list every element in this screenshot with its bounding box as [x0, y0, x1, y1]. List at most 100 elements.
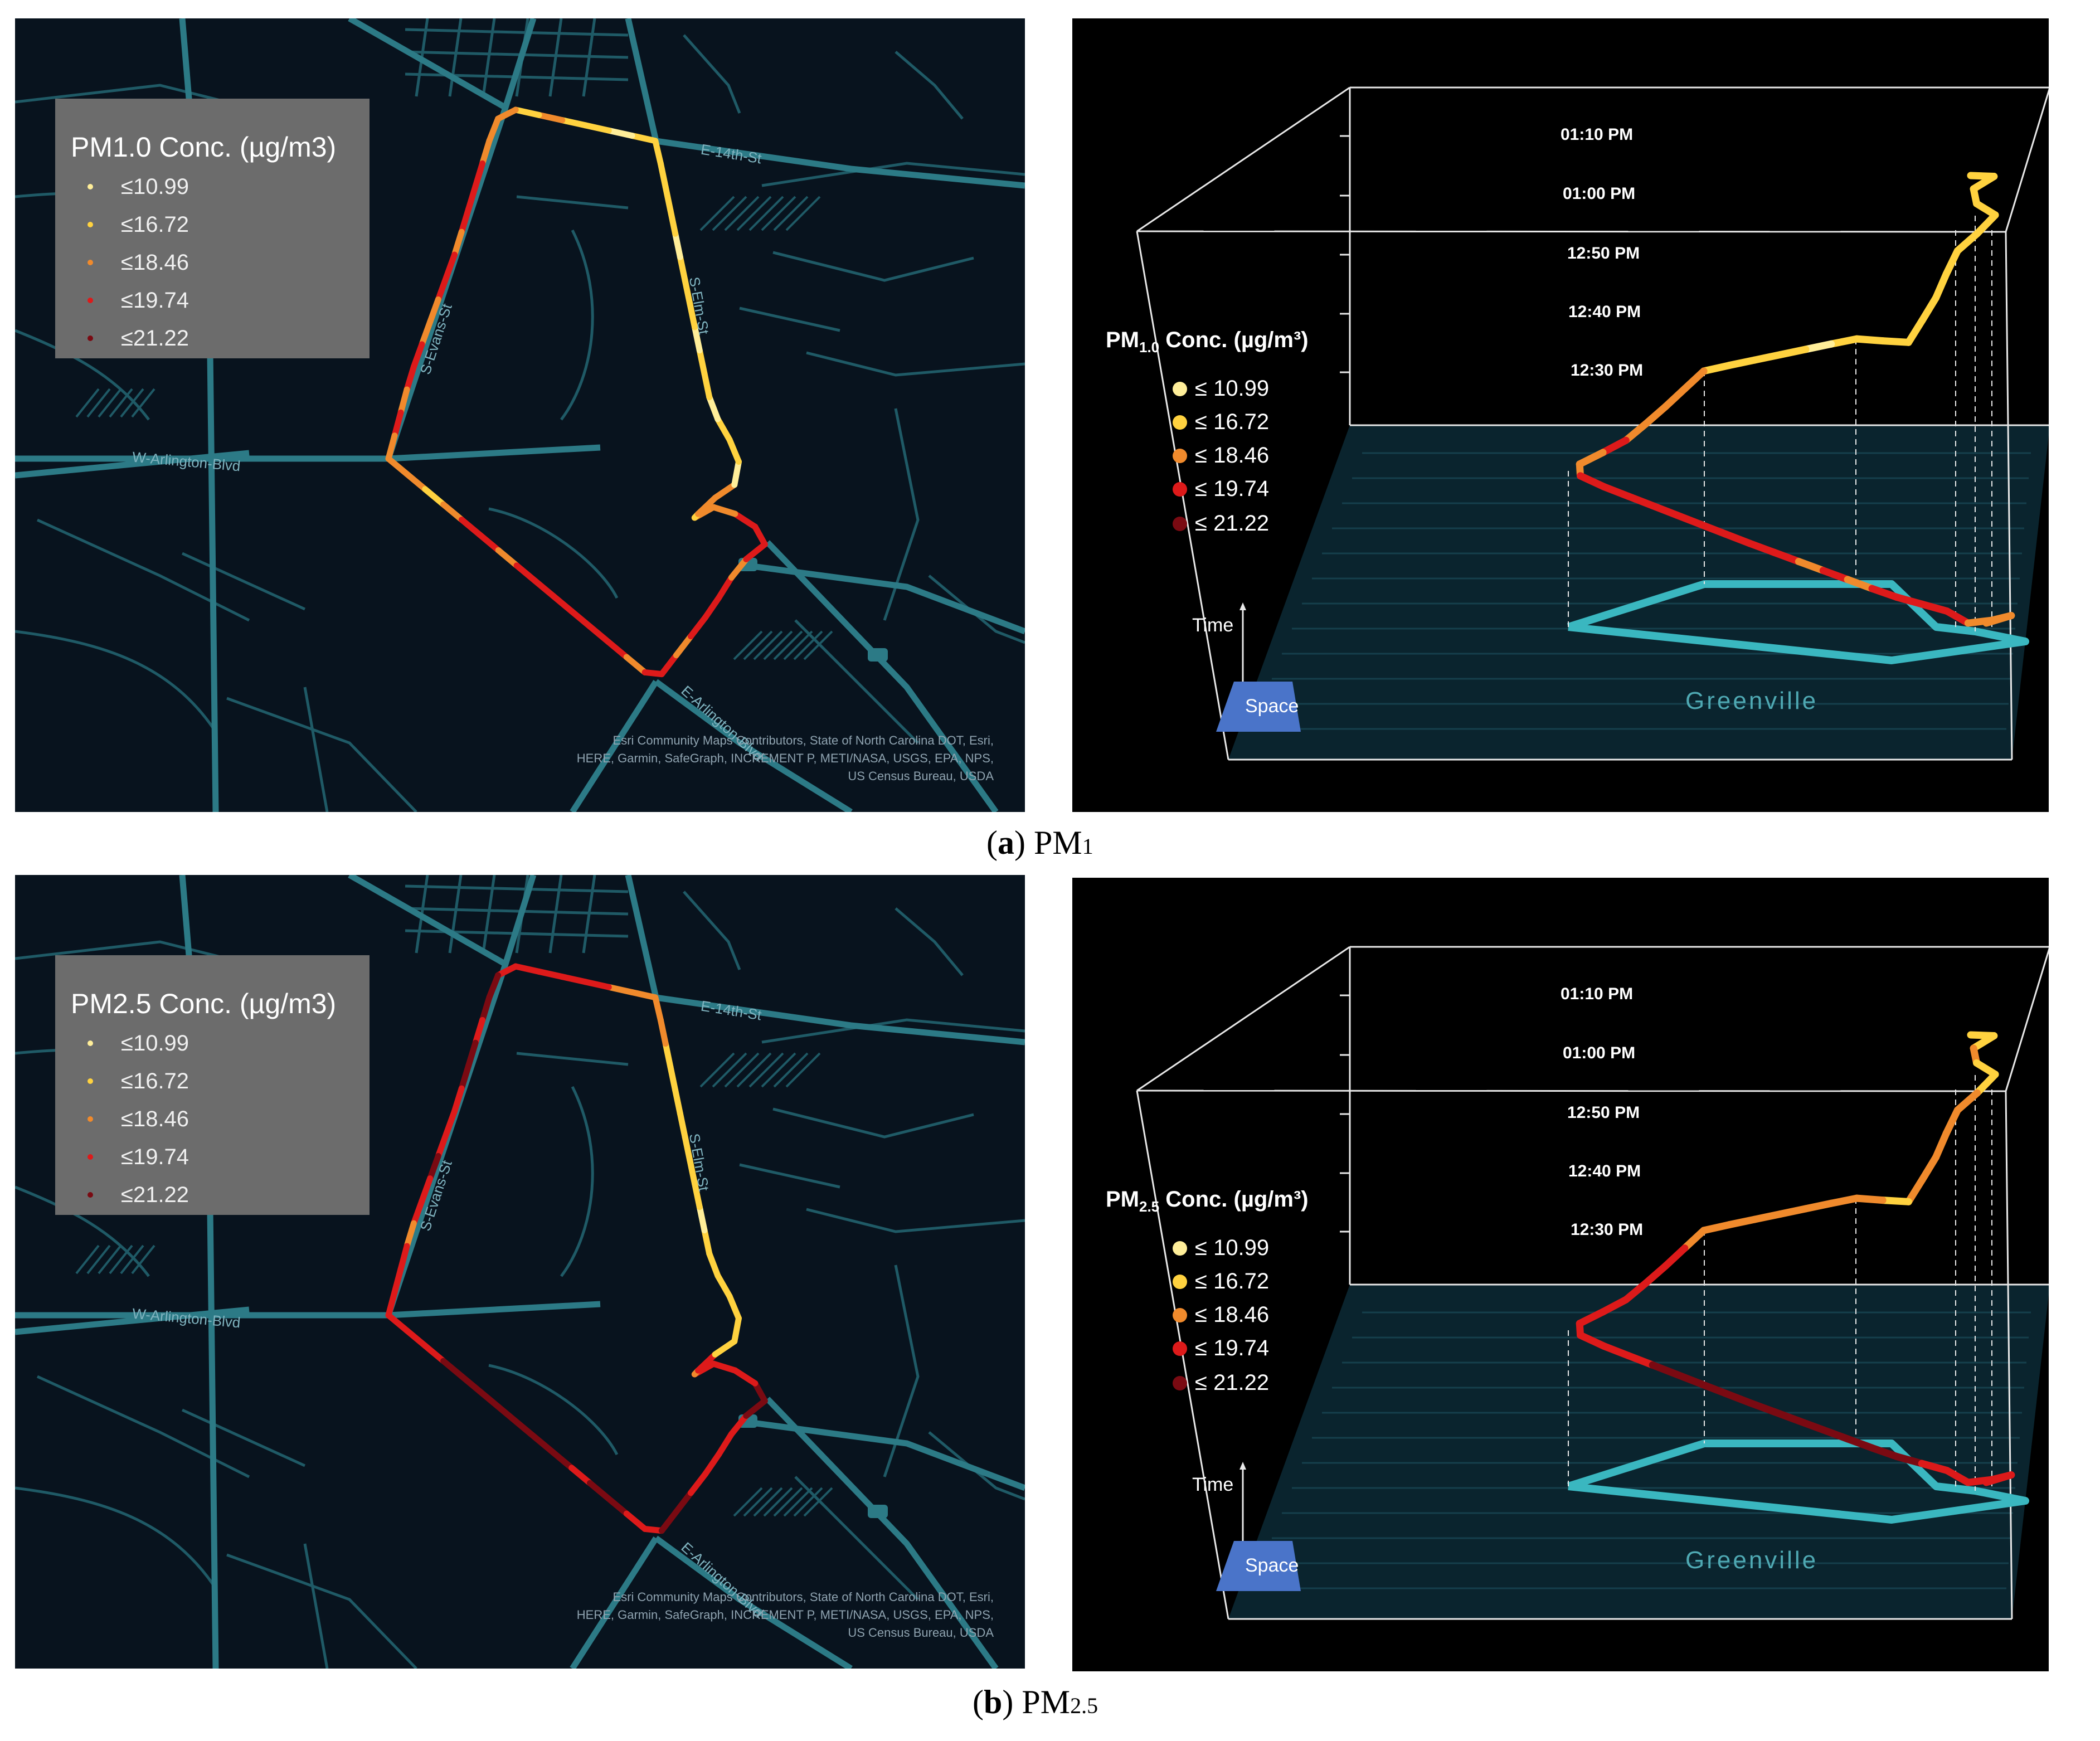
route-segment [568, 608, 594, 630]
route-segment [695, 1351, 718, 1374]
route-segment [682, 277, 693, 307]
route-segment [465, 1039, 479, 1069]
minor-street [15, 329, 150, 421]
place-label: Greenville [1685, 687, 1819, 714]
route-segment [458, 517, 483, 538]
cube-legend-item-b-4: ≤ 19.74 [1173, 1336, 1269, 1361]
arrow-up-icon [1239, 1462, 1246, 1470]
route-segment [495, 963, 519, 979]
parking-hatch [712, 196, 747, 231]
route-segment [559, 117, 589, 129]
route-segment [582, 122, 612, 134]
path-segment [1599, 436, 1630, 456]
major-road [15, 1301, 601, 1319]
map-panel-b[interactable]: PM2.5 Conc. (µg/m3) ≤10.99 ≤16.72 ≤18.46… [15, 875, 1025, 1669]
path-segment [1625, 1351, 1656, 1369]
grid-street [405, 907, 629, 916]
route-segment [391, 1266, 404, 1296]
grid-street [482, 18, 496, 97]
grid-street [548, 18, 563, 97]
path-segment [1600, 1342, 1632, 1359]
legend-dot-icon [88, 260, 93, 265]
minor-street [560, 1086, 594, 1277]
minor-street [806, 351, 1025, 377]
time-tick-label: 01:00 PM [1563, 1044, 1636, 1062]
legend-dot-icon [88, 335, 93, 341]
path-segment [1953, 230, 1981, 255]
cube-legend-item-a-2: ≤ 16.72 [1173, 410, 1269, 435]
legend-dot-icon [88, 1154, 93, 1160]
route-segment [673, 1490, 694, 1515]
parking-hatch [761, 196, 796, 231]
route-segment [752, 523, 768, 548]
major-road [655, 138, 1025, 189]
route-segment [692, 324, 703, 354]
route-segment [458, 1373, 483, 1395]
parking-hatch [120, 1244, 144, 1275]
map-panel-a[interactable]: PM1.0 Conc. (µg/m3) ≤10.99 ≤16.72 ≤18.46… [15, 18, 1025, 812]
minor-street [928, 1431, 1025, 1501]
route-segment [605, 984, 635, 995]
time-tick-label: 01:10 PM [1561, 985, 1634, 1003]
parking-hatch [736, 1052, 772, 1088]
minor-street [761, 162, 1025, 187]
route-segment [477, 532, 502, 553]
major-road [654, 679, 853, 812]
minor-street [739, 307, 840, 332]
route-segment [714, 416, 733, 443]
route-segment [536, 111, 566, 124]
path-segment [1751, 351, 1784, 364]
map-legend-item-a-5: ≤21.22 [88, 323, 189, 354]
parking-hatch [86, 1244, 111, 1275]
route-segment [486, 972, 502, 1000]
route-segment [391, 409, 404, 439]
parking-hatch [86, 388, 111, 418]
parking-hatch [763, 1487, 793, 1517]
major-road [654, 1535, 853, 1669]
minor-street [560, 229, 594, 421]
major-road [570, 1536, 659, 1669]
path-segment [1770, 1408, 1802, 1424]
route-segment [495, 547, 520, 569]
path-segment [1697, 521, 1729, 538]
path-segment [1982, 612, 2015, 627]
space-time-cube-b[interactable]: PM2.5 Conc. (µg/m³) ≤ 10.99 ≤ 16.72 ≤ 18… [1072, 878, 2049, 1671]
route-segment [472, 1017, 486, 1046]
minor-street [181, 552, 306, 611]
route-segment [658, 652, 679, 678]
route-segment [443, 251, 458, 280]
path-segment [1918, 294, 1939, 324]
parking-hatch [748, 1052, 784, 1088]
time-tick-label: 12:30 PM [1571, 361, 1644, 380]
route-segment [701, 1227, 713, 1257]
space-time-cube-a[interactable]: PM1.0 Conc. (µg/m³) ≤ 10.99 ≤ 16.72 ≤ 18… [1072, 18, 2049, 812]
path-segment [1904, 317, 1926, 346]
space-trapezoid-icon [1216, 1541, 1301, 1591]
parking-hatch [803, 630, 833, 660]
path-segment [1746, 1399, 1778, 1416]
route-segment [652, 138, 664, 167]
legend-dot-icon [88, 222, 93, 227]
path-segment [1776, 1205, 1810, 1218]
minor-street [772, 1107, 974, 1139]
route-segment [495, 1403, 520, 1426]
route-segment [550, 592, 575, 615]
ground-trace [1567, 1440, 2029, 1524]
parking-hatch [724, 196, 760, 231]
path-segment [1970, 173, 1998, 193]
route-segment [712, 482, 738, 501]
cube-legend-item-b-1: ≤ 10.99 [1173, 1236, 1269, 1261]
minor-street [488, 507, 619, 599]
path-segment [1681, 367, 1708, 393]
path-segment [1795, 1417, 1827, 1434]
route-segment [440, 501, 465, 523]
route-segment [479, 137, 493, 167]
minor-street [516, 1052, 629, 1066]
legend-dot-icon [1173, 415, 1187, 430]
route-segment [513, 1419, 538, 1441]
legend-dot-icon [88, 1116, 93, 1122]
minor-street [15, 630, 217, 733]
route-segment [696, 1204, 708, 1234]
map-legend-title-b: PM2.5 Conc. (µg/m3) [71, 988, 337, 1019]
map-floor [1228, 1285, 2049, 1619]
